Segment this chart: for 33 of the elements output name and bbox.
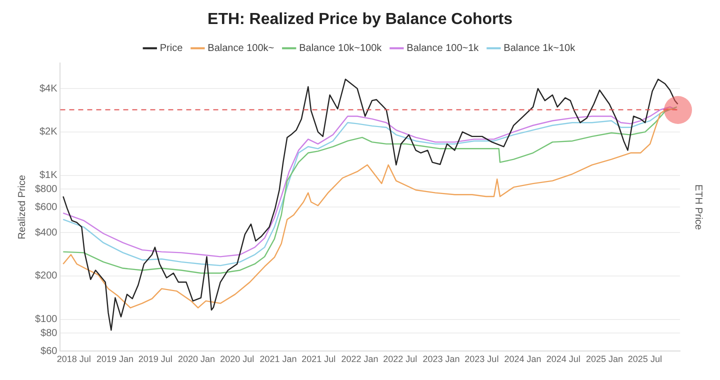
x-tick-label: 2022 Jan bbox=[341, 354, 378, 364]
legend-label: Balance 10k~100k bbox=[299, 42, 383, 54]
y-tick-label: $400 bbox=[34, 227, 58, 238]
chart-title: ETH: Realized Price by Balance Cohorts bbox=[208, 11, 513, 28]
x-tick-label: 2019 Jan bbox=[96, 354, 134, 364]
x-tick-label: 2020 Jan bbox=[178, 354, 216, 364]
x-tick-label: 2025 Jan bbox=[586, 354, 624, 364]
x-tick-label: 2022 Jul bbox=[383, 354, 418, 364]
x-tick-label: 2023 Jan bbox=[422, 354, 460, 364]
y2-axis-title: ETH Price bbox=[692, 184, 704, 230]
y-tick-label: $60 bbox=[40, 346, 58, 357]
y-tick-label: $2K bbox=[39, 126, 58, 138]
y-tick-label: $800 bbox=[34, 184, 58, 195]
legend-label: Price bbox=[160, 42, 184, 54]
x-tick-label: 2019 Jul bbox=[138, 354, 172, 364]
y-tick-label: $80 bbox=[40, 328, 58, 339]
y-tick-label: $200 bbox=[34, 270, 58, 282]
y-tick-label: $4K bbox=[39, 83, 58, 94]
legend-label: Balance 1k~10k bbox=[504, 42, 576, 54]
y-tick-label: $600 bbox=[34, 202, 58, 213]
legend-label: Balance 100~1k bbox=[406, 42, 480, 54]
x-tick-label: 2024 Jan bbox=[504, 354, 542, 364]
x-tick-label: 2025 Jul bbox=[628, 354, 662, 364]
x-tick-label: 2021 Jul bbox=[302, 354, 336, 364]
y-axis-title: Realized Price bbox=[16, 174, 28, 240]
x-tick-label: 2018 Jul bbox=[56, 354, 91, 364]
x-tick-label: 2024 Jul bbox=[546, 354, 580, 364]
y-tick-label: $100 bbox=[34, 314, 58, 326]
x-tick-label: 2021 Jan bbox=[260, 354, 297, 364]
y-tick-label: $1K bbox=[39, 170, 58, 182]
x-tick-label: 2023 Jul bbox=[464, 354, 499, 364]
legend-label: Balance 100k~ bbox=[208, 42, 274, 54]
x-tick-label: 2020 Jul bbox=[220, 354, 254, 364]
